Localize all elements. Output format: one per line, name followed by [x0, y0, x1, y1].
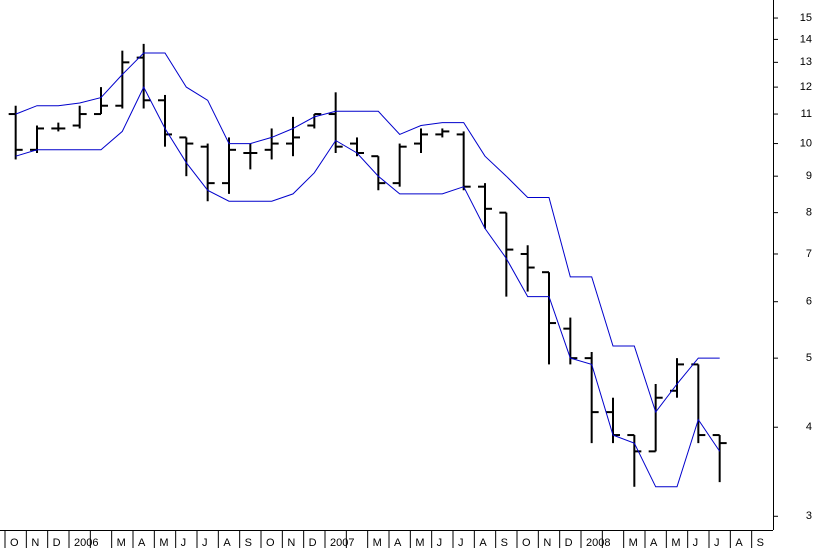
x-tick-label: 2008	[586, 537, 610, 549]
x-tick-label: J	[202, 537, 208, 549]
x-tick-label: M	[415, 537, 424, 549]
y-tick-label: 8	[806, 207, 812, 219]
x-tick-label: A	[223, 537, 231, 549]
envelope-line	[15, 52, 720, 414]
x-tick-label: 2006	[74, 537, 98, 549]
x-tick-label: M	[117, 537, 126, 549]
x-tick-label: O	[266, 537, 275, 549]
x-tick-label: M	[671, 537, 680, 549]
x-tick-label: N	[287, 537, 295, 549]
x-tick-label: D	[53, 537, 61, 549]
y-tick-label: 5	[806, 352, 812, 364]
x-tick-label: N	[31, 537, 39, 549]
x-tick-label: M	[159, 537, 168, 549]
y-tick-label: 7	[806, 248, 812, 260]
y-tick-label: 9	[806, 170, 812, 182]
x-tick-label: A	[394, 537, 402, 549]
y-tick-label: 4	[806, 421, 812, 433]
x-tick-label: A	[479, 537, 487, 549]
x-tick-label: O	[522, 537, 531, 549]
y-tick-label: 11	[801, 108, 812, 120]
y-tick-label: 6	[806, 296, 812, 308]
y-tick-label: 12	[800, 81, 812, 93]
x-tick-label: J	[693, 537, 699, 549]
envelope-line	[15, 85, 721, 488]
x-tick-label: S	[501, 537, 508, 549]
y-tick-label: 10	[800, 137, 812, 149]
x-tick-label: J	[181, 537, 187, 549]
x-tick-label: J	[437, 537, 443, 549]
x-tick-label: D	[309, 537, 317, 549]
x-tick-label: N	[543, 537, 551, 549]
x-tick-label: A	[735, 537, 743, 549]
x-tick-label: M	[629, 537, 638, 549]
x-tick-label: O	[10, 537, 19, 549]
x-tick-label: M	[373, 537, 382, 549]
x-tick-label: S	[757, 537, 764, 549]
y-tick-label: 13	[800, 56, 812, 68]
x-tick-label: 2007	[330, 537, 354, 549]
x-tick-label: A	[650, 537, 658, 549]
y-tick-label: 15	[800, 12, 812, 24]
x-tick-label: S	[245, 537, 252, 549]
y-tick-label: 3	[806, 510, 812, 522]
x-tick-label: J	[458, 537, 464, 549]
x-tick-label: D	[565, 537, 573, 549]
y-tick-label: 14	[800, 33, 812, 45]
x-tick-label: J	[714, 537, 720, 549]
x-tick-label: A	[138, 537, 146, 549]
